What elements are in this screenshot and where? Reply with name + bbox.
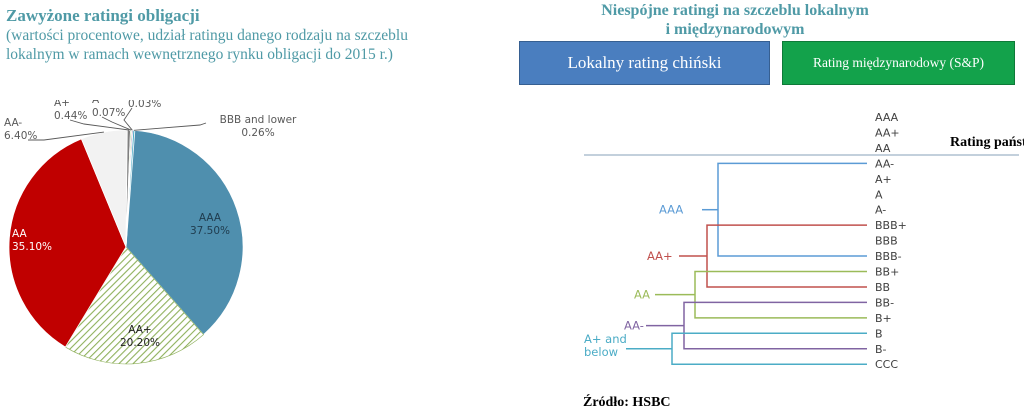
mapping-title: Niespójne ratingi na szczeblu lokalnym i…	[520, 1, 950, 39]
pie-label-a-minus-value: 0.03%	[128, 100, 161, 110]
scale-label: B	[875, 327, 883, 340]
scale-label: A-	[875, 204, 886, 217]
mapping-title-line-2: i międzynarodowym	[665, 21, 805, 38]
scale-label: A	[875, 188, 883, 201]
mapping-title-line-1: Niespójne ratingi na szczeblu lokalnym	[601, 2, 869, 19]
pie-label-a-plus-value: 0.44%	[54, 110, 87, 122]
pie-leader-line	[133, 122, 207, 131]
pie-label-a-name: A	[92, 100, 100, 106]
pie-label-aa-minus-name: AA-	[4, 117, 22, 129]
local-label-aplus-and-below: A+ and	[584, 332, 627, 346]
scale-label: BBB+	[875, 219, 907, 232]
sovereign-rating-label: Rating państw	[950, 135, 1024, 150]
bracket-aa	[694, 270, 867, 319]
local-label-aaplus: AA+	[647, 249, 673, 263]
pie-leader-line	[28, 131, 104, 141]
pie-label-aa-value: 35.10%	[12, 241, 52, 253]
source-note: Źródło: HSBC	[583, 395, 671, 410]
local-label-aplus-and-below: below	[584, 345, 618, 359]
bracket-aaminus	[683, 301, 867, 350]
legend-international-rating: Rating międzynarodowy (S&P)	[782, 41, 1015, 85]
legend-local-rating: Lokalny rating chiński	[519, 41, 770, 85]
local-label-aaa: AAA	[659, 203, 683, 217]
pie-subtitle-line-2: lokalnym w ramach wewnętrznego rynku obl…	[6, 46, 393, 63]
pie-slice-aaa	[125, 129, 244, 336]
scale-label: BBB	[875, 235, 898, 248]
scale-label: A+	[875, 173, 892, 186]
pie-title: Zawyżone ratingi obligacji	[6, 6, 200, 25]
pie-leader-line	[123, 107, 133, 131]
scale-label: AA+	[875, 126, 900, 139]
pie-label-bbb-and-lower-value: 0.26%	[241, 127, 274, 139]
scale-label: B-	[875, 343, 887, 356]
pie-label-aa-minus-value: 6.40%	[4, 130, 37, 142]
pie-label-aaa-name: AAA	[199, 212, 222, 224]
pie-label-bbb-and-lower-name: BBB and lower	[220, 114, 297, 126]
pie-leader-line	[101, 116, 132, 131]
scale-label: CCC	[875, 358, 898, 371]
pie-label-a-plus-name: A+	[54, 100, 70, 109]
scale-label: AAA	[875, 111, 899, 124]
scale-label: BB+	[875, 266, 899, 279]
pie-label-aa-name: AA	[12, 228, 27, 240]
pie-slice-aa	[8, 138, 127, 348]
scale-label: BBB-	[875, 250, 902, 263]
pie-leader-line	[69, 119, 129, 131]
local-label-aa: AA	[634, 288, 650, 302]
pie-label-aa-plus-value: 20.20%	[120, 337, 160, 349]
bracket-aaa	[717, 162, 867, 257]
scale-label: BB	[875, 281, 890, 294]
pie-subtitle-line-1: (wartości procentowe, udział ratingu dan…	[6, 27, 408, 44]
scale-label: B+	[875, 312, 892, 325]
pie-slice-aaplus	[64, 246, 204, 365]
pie-label-aa-plus-name: AA+	[128, 324, 151, 336]
rating-mapping-chart: Rating państw AAAAA+AAAA-A+AA-BBB+BBBBBB…	[584, 111, 1024, 371]
pie-title-block: Zawyżone ratingi obligacji (wartości pro…	[6, 6, 476, 64]
local-label-aaminus: AA-	[624, 319, 644, 333]
pie-label-aaa-value: 37.50%	[190, 225, 230, 237]
scale-label: AA	[875, 142, 891, 155]
scale-label: BB-	[875, 296, 894, 309]
scale-label: AA-	[875, 157, 894, 170]
pie-label-a-value: 0.07%	[92, 107, 125, 119]
